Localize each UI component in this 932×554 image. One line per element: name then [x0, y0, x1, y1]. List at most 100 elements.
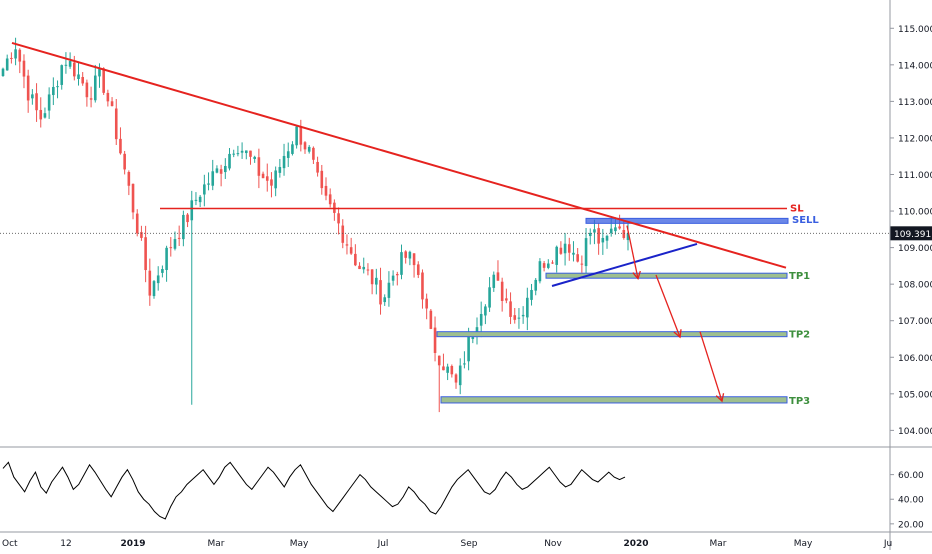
sell-zone: [585, 217, 789, 224]
candle-body: [278, 167, 282, 173]
last-price-label: 109.391: [894, 230, 931, 240]
candle-body: [379, 280, 382, 305]
candle-body: [102, 68, 105, 93]
time-axis: Oct 12 2019 Mar May Jul Sep Nov 2020 Mar May Ju: [2, 539, 892, 549]
price-candles: [1, 37, 630, 413]
candle-body: [479, 313, 483, 326]
candle-body: [458, 365, 462, 386]
candle-body: [530, 289, 533, 300]
candle-body: [26, 75, 30, 101]
candle-body: [375, 277, 378, 285]
candle-body: [433, 327, 437, 353]
candle-body: [131, 183, 135, 213]
candle-body: [391, 275, 395, 281]
candle-body: [85, 82, 89, 98]
candle-body: [123, 153, 126, 170]
candle-body: [240, 150, 244, 153]
target-zone-tp2: [436, 331, 788, 338]
candle-body: [35, 93, 38, 111]
candle-body: [425, 298, 428, 309]
candle-body: [412, 253, 416, 266]
candle-body: [354, 253, 357, 266]
candle-body: [106, 92, 110, 102]
target-zone-tp1: [545, 272, 788, 279]
price-tick-label: 115.000: [898, 25, 932, 35]
candle-body: [89, 98, 93, 100]
candle-body: [622, 229, 626, 238]
candle-body: [576, 254, 579, 262]
candle-body: [597, 228, 600, 244]
candle-body: [337, 213, 340, 224]
candle-body: [177, 237, 181, 239]
candle-body: [496, 272, 500, 281]
candle-body: [513, 315, 517, 320]
rsi-indicator: [2, 461, 626, 520]
time-tick-label: Nov: [544, 539, 562, 549]
candle-body: [114, 108, 118, 140]
candle-body: [509, 301, 512, 317]
candle-body: [580, 263, 584, 265]
projection-arrow-1: [626, 225, 639, 279]
sell-label: SELL: [792, 215, 819, 226]
candle-body: [605, 235, 609, 241]
candle-body: [10, 57, 13, 59]
candle-body: [236, 153, 240, 155]
candle-body: [173, 239, 177, 249]
candle-body: [224, 165, 227, 173]
projection-arrow-1-head: [632, 270, 641, 281]
candle-body: [270, 179, 273, 186]
candle-body: [232, 153, 236, 155]
candle-body: [253, 156, 256, 160]
time-tick-label: 2019: [120, 539, 145, 549]
candle-body: [526, 297, 529, 318]
candle-body: [601, 237, 605, 243]
candle-body: [186, 214, 189, 223]
candle-body: [421, 272, 424, 300]
candle-body: [64, 64, 68, 66]
candle-body: [547, 263, 550, 268]
candle-body: [366, 269, 370, 271]
candle-body: [31, 94, 34, 99]
price-tick-label: 110.000: [898, 208, 932, 218]
candle-body: [161, 269, 164, 273]
candle-body: [207, 183, 210, 185]
candle-body: [488, 287, 491, 308]
candle-body: [119, 138, 122, 154]
price-tick-label: 112.000: [898, 134, 932, 144]
candle-body: [383, 297, 387, 303]
rsi-line: [2, 461, 626, 520]
candle-body: [446, 366, 449, 373]
candle-body: [563, 243, 567, 254]
candle-body: [471, 337, 475, 339]
candle-body: [400, 252, 403, 275]
candle-body: [567, 244, 571, 253]
candle-body: [5, 58, 9, 71]
candle-body: [588, 232, 592, 237]
candle-body: [244, 150, 248, 154]
time-tick-label: Oct: [2, 539, 18, 549]
time-tick-label: May: [794, 539, 813, 549]
candle-body: [198, 196, 202, 203]
candle-body: [584, 238, 588, 267]
candle-body: [190, 200, 194, 221]
candle-body: [291, 144, 294, 154]
target-zone-tp3: [440, 396, 788, 404]
candle-body: [593, 229, 596, 233]
candle-body: [551, 262, 554, 264]
candle-body: [39, 109, 43, 120]
candle-body: [68, 61, 72, 67]
projection-arrow-3: [699, 331, 723, 402]
downtrend-line: [11, 41, 787, 269]
candle-body: [572, 252, 575, 255]
candle-body: [437, 355, 441, 366]
price-tick-label: 111.000: [898, 171, 932, 181]
candle-body: [618, 226, 621, 229]
candle-body: [56, 86, 59, 88]
candle-body: [484, 306, 487, 316]
candle-body: [370, 269, 374, 285]
candle-body: [349, 247, 353, 254]
